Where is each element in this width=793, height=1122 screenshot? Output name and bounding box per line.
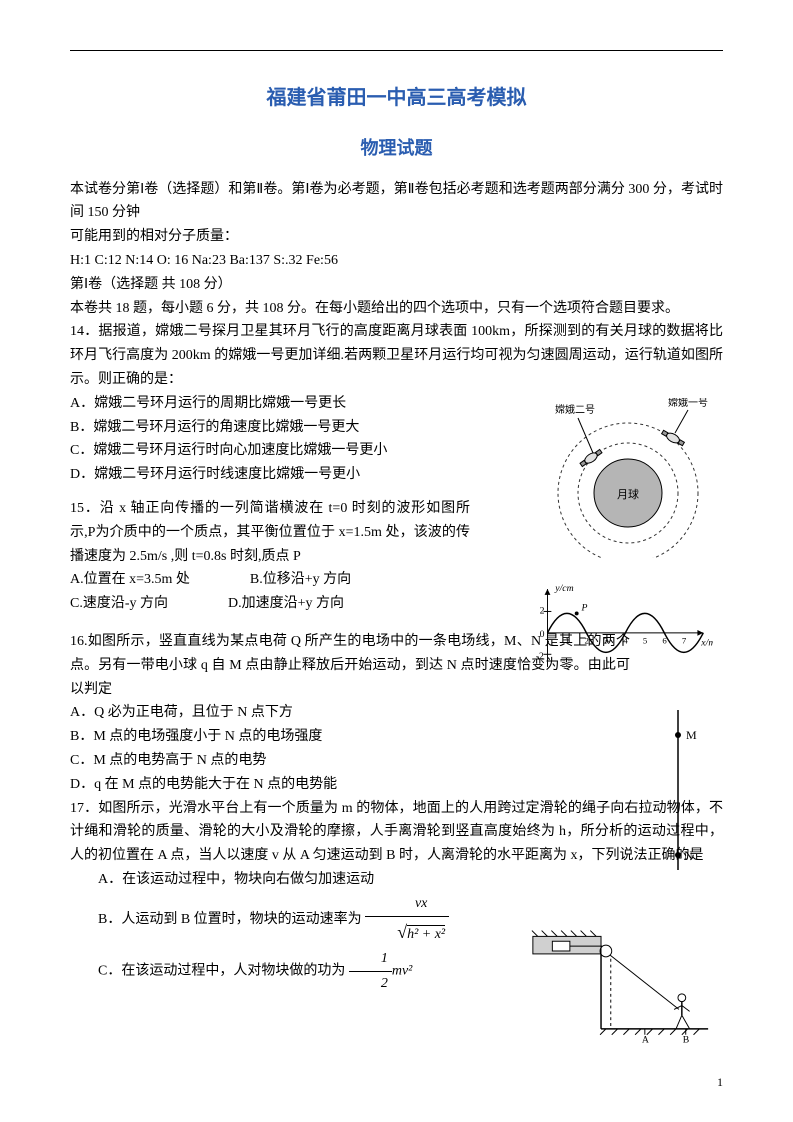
page-number: 1 — [717, 1072, 723, 1092]
moon-label: 月球 — [617, 487, 639, 501]
n-label: N — [684, 848, 693, 862]
b-label: B — [683, 1035, 689, 1045]
q17-c-den: 2 — [349, 972, 392, 996]
a-label: A — [642, 1035, 649, 1045]
q16-d: D．q 在 M 点的电势能大于在 N 点的电势能 — [70, 773, 723, 797]
x-axis-label: x/m — [700, 638, 713, 649]
q15-c: C.速度沿-y 方向 — [70, 592, 168, 616]
q17-c-tail: mv² — [392, 964, 413, 979]
svg-text:1: 1 — [565, 636, 569, 646]
q15-d: D.加速度沿+y 方向 — [228, 592, 344, 616]
q15-b: B.位移沿+y 方向 — [250, 568, 351, 592]
q14-orbit-diagram: 月球 嫦娥二号 嫦娥一号 — [543, 398, 713, 558]
exam-page: 福建省莆田一中高三高考模拟 物理试题 本试卷分第Ⅰ卷（选择题）和第Ⅱ卷。第Ⅰ卷为… — [0, 0, 793, 1122]
section1-desc: 本卷共 18 题，每小题 6 分，共 108 分。在每小题给出的四个选项中，只有… — [70, 297, 723, 321]
q15-a: A.位置在 x=3.5m 处 — [70, 568, 190, 592]
y-axis-label: y/cm — [554, 583, 573, 594]
q17-c-frac: 1 2 — [349, 947, 392, 996]
q17-b-num: vx — [365, 892, 449, 917]
intro-3: H:1 C:12 N:14 O: 16 Na:23 Ba:137 S:.32 F… — [70, 249, 723, 273]
q17-c-num: 1 — [349, 947, 392, 972]
q17-b-frac: vx √h² + x² — [365, 892, 449, 947]
svg-text:5: 5 — [643, 636, 648, 646]
svg-text:7: 7 — [682, 636, 687, 646]
q17-b-pre: B．人运动到 B 位置时，物块的运动速率为 — [98, 912, 362, 927]
svg-text:3: 3 — [604, 636, 609, 646]
p-label: P — [581, 602, 588, 613]
svg-text:4: 4 — [623, 636, 628, 646]
q15-wave-diagram: y/cm x/m 2 0 -2 1 2 3 4 5 6 7 P — [528, 578, 713, 678]
title-sub: 物理试题 — [70, 133, 723, 164]
intro-2: 可能用到的相对分子质量： — [70, 225, 723, 249]
top-rule — [70, 50, 723, 51]
svg-text:2: 2 — [540, 605, 545, 616]
svg-text:-2: -2 — [536, 651, 544, 662]
q16-c: C．M 点的电势高于 N 点的电势 — [70, 749, 723, 773]
q16-a: A．Q 必为正电荷，且位于 N 点下方 — [70, 701, 723, 725]
q17-b-den: √h² + x² — [365, 917, 449, 948]
q16-b: B．M 点的电场强度小于 N 点的电场强度 — [70, 725, 723, 749]
title-main: 福建省莆田一中高三高考模拟 — [70, 81, 723, 115]
q17-c-pre: C．在该运动过程中，人对物块做的功为 — [98, 964, 345, 979]
intro-1: 本试卷分第Ⅰ卷（选择题）和第Ⅱ卷。第Ⅰ卷为必考题，第Ⅱ卷包括必考题和选考题两部分… — [70, 178, 723, 226]
section1-head: 第Ⅰ卷（选择题 共 108 分） — [70, 273, 723, 297]
ce2-label: 嫦娥二号 — [555, 403, 595, 416]
ce1-label: 嫦娥一号 — [668, 398, 708, 409]
q17-pulley-diagram: A B — [528, 930, 713, 1045]
q14-stem: 14．据报道，嫦娥二号探月卫星其环月飞行的高度距离月球表面 100km，所探测到… — [70, 320, 723, 391]
m-label: M — [686, 728, 697, 742]
q15-stem: 15．沿 x 轴正向传播的一列简谐横波在 t=0 时刻的波形如图所示,P为介质中… — [70, 497, 470, 568]
q16-field-diagram: M N — [668, 705, 698, 875]
q17-stem: 17．如图所示，光滑水平台上有一个质量为 m 的物体，地面上的人用跨过定滑轮的绳… — [70, 797, 723, 868]
q17-a: A．在该运动过程中，物块向右做匀加速运动 — [70, 868, 723, 892]
svg-text:0: 0 — [540, 629, 545, 640]
